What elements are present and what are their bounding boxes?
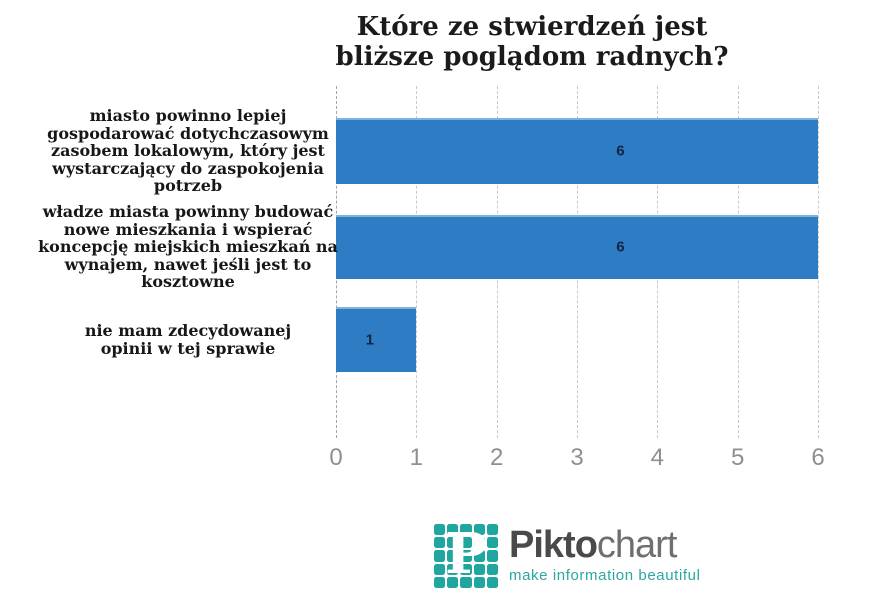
logo-tile	[486, 563, 498, 575]
x-tick-label-0: 0	[329, 444, 343, 471]
logo-tile	[460, 537, 472, 549]
logo-tile	[460, 576, 472, 588]
bar-category-2	[336, 215, 818, 279]
brand-name: Piktochart	[509, 524, 701, 566]
logo-tile	[434, 576, 446, 588]
bar-category-3	[336, 307, 417, 372]
chart-title: Które ze stwierdzeń jest bliższe poglądo…	[335, 12, 729, 72]
gridline-x-6	[818, 86, 819, 438]
bar-value-label-1: 6	[616, 142, 625, 160]
logo-tile	[486, 524, 498, 536]
logo-tile	[434, 563, 446, 575]
x-tick-label-2: 2	[489, 444, 504, 471]
logo-tile	[486, 537, 498, 549]
logo-tile	[447, 537, 459, 549]
logo-tile	[486, 576, 498, 588]
piktochart-mosaic-icon: P	[434, 524, 498, 588]
logo-tile	[473, 576, 485, 588]
footer-text: Piktochart make information beautiful	[509, 524, 701, 588]
logo-tile	[447, 524, 459, 536]
category-label-2: władze miasta powinny budować nowe miesz…	[38, 202, 338, 292]
x-tick-label-3: 3	[570, 444, 584, 471]
logo-tile	[473, 550, 485, 562]
x-tick-label-5: 5	[730, 444, 745, 471]
logo-tile	[447, 550, 459, 562]
brand-tagline: make information beautiful	[509, 567, 701, 584]
x-tick-label-4: 4	[650, 444, 665, 471]
category-label-3: nie mam zdecydowanej opinii w tej sprawi…	[84, 321, 292, 358]
logo-letter-p: P	[444, 521, 488, 587]
logo-tile	[486, 550, 498, 562]
logo-tile	[460, 550, 472, 562]
category-label-1: miasto powinno lepiej gospodarować dotyc…	[47, 106, 329, 196]
logo-tile	[434, 550, 446, 562]
plot-area: 6 6 1 0 1 2 3 4 5 6	[329, 86, 825, 471]
logo-tile	[434, 524, 446, 536]
logo-tile	[460, 563, 472, 575]
brand-name-bold: Pikto	[509, 524, 598, 566]
bar-value-label-3: 1	[365, 331, 374, 348]
logo-tile	[473, 563, 485, 575]
logo-tile	[447, 563, 459, 575]
logo-tile	[434, 537, 446, 549]
bar-value-label-2: 6	[616, 238, 625, 256]
brand-name-light: chart	[596, 524, 677, 566]
logo-tile	[447, 576, 459, 588]
x-tick-label-1: 1	[409, 444, 424, 471]
x-tick-label-6: 6	[811, 444, 825, 471]
piktochart-logo[interactable]: P Piktochart make information beautiful	[434, 524, 701, 588]
logo-tile	[460, 524, 472, 536]
logo-tile	[473, 537, 485, 549]
logo-tile	[473, 524, 485, 536]
bar-category-1	[336, 118, 818, 184]
